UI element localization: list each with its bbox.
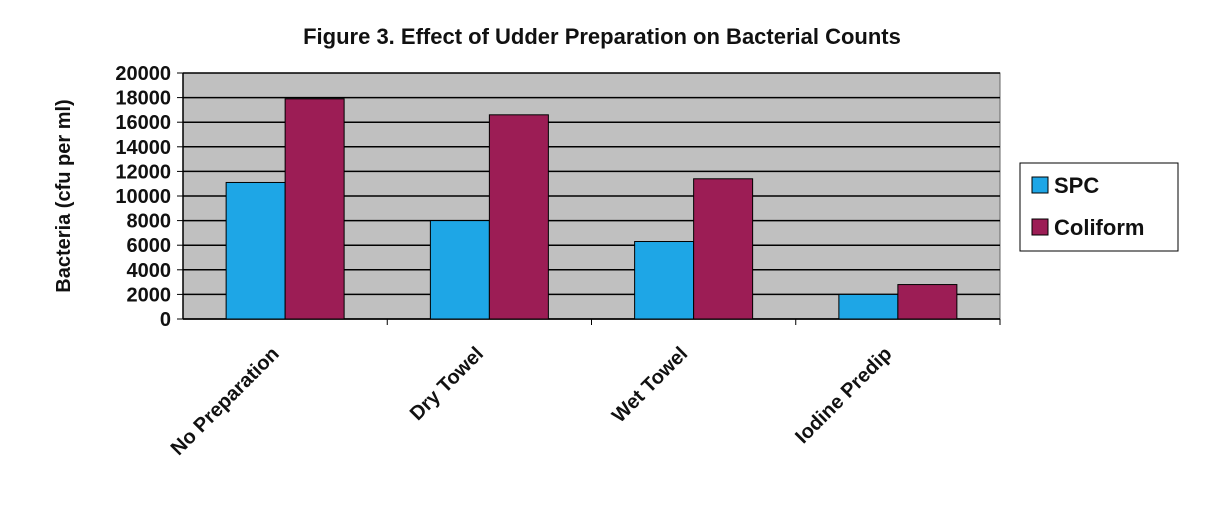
x-tick-label: Dry Towel (406, 343, 488, 425)
bar (429, 220, 490, 320)
y-tick-label: 6000 (127, 235, 172, 257)
legend-label: SPC (1054, 173, 1099, 198)
y-tick-label: 8000 (127, 211, 172, 233)
y-tick-label: 16000 (115, 112, 171, 134)
x-tick-label: No Preparation (167, 343, 284, 460)
chart-title: Figure 3. Effect of Udder Preparation on… (303, 24, 901, 49)
bar (897, 284, 958, 320)
y-tick-label: 0 (160, 309, 171, 331)
bar (838, 293, 899, 320)
legend-swatch (1031, 218, 1049, 236)
legend-label: Coliform (1054, 215, 1144, 240)
y-tick-label: 18000 (115, 88, 171, 110)
y-tick-label: 14000 (115, 137, 171, 159)
y-tick-label: 4000 (127, 260, 172, 282)
y-tick-label: 10000 (115, 186, 171, 208)
x-tick-label: Wet Towel (608, 343, 692, 427)
y-tick-label: 12000 (115, 161, 171, 183)
bar (693, 178, 754, 320)
x-tick-label: Iodine Predip (791, 343, 896, 448)
legend-swatch (1031, 176, 1049, 194)
bar (488, 114, 549, 320)
y-axis-label: Bacteria (cfu per ml) (53, 99, 75, 292)
bar (225, 181, 286, 320)
bar (284, 98, 345, 320)
y-tick-label: 20000 (115, 63, 171, 85)
bar (634, 241, 695, 320)
y-tick-label: 2000 (127, 284, 172, 306)
